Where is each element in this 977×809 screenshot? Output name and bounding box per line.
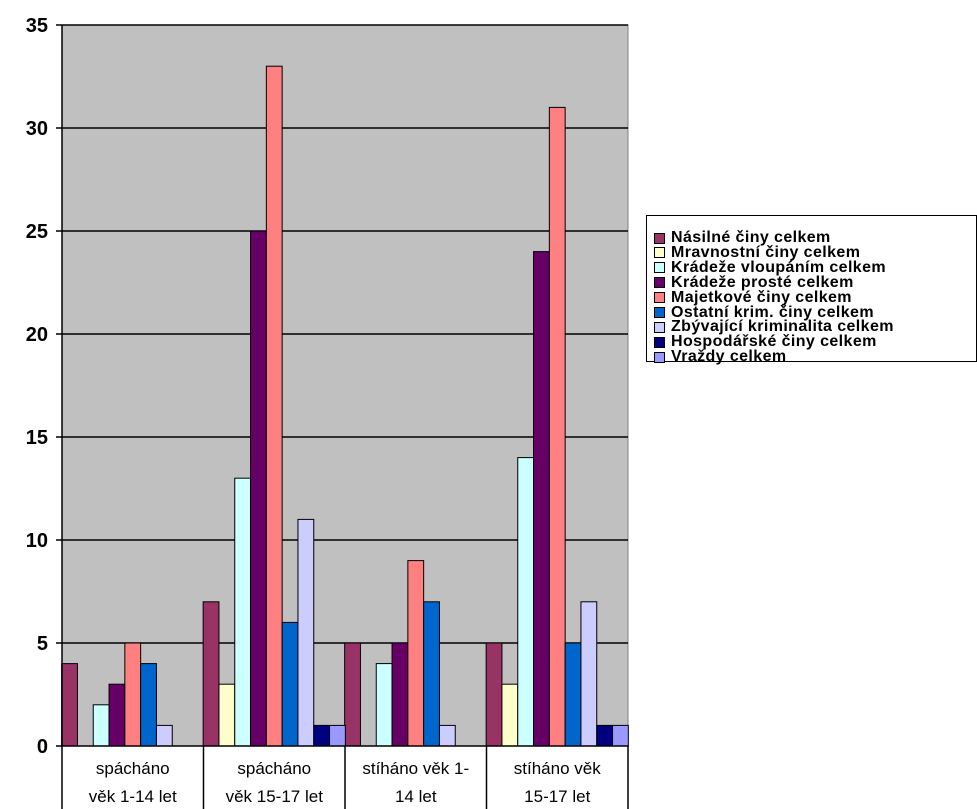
legend-item: Mravnostní činy celkem [654,243,860,263]
legend-item: Krádeže vloupáním celkem [654,258,886,278]
legend-swatch [654,307,665,318]
y-tick-label: 0 [37,736,48,758]
bar [423,601,440,747]
legend-item: Vraždy celkem [654,347,787,367]
bar [564,642,582,747]
x-category-label: spácháno [237,759,311,778]
x-category-label: spácháno [96,759,170,778]
bar [533,251,550,747]
bar [344,642,361,747]
bar [517,457,535,747]
bar [485,642,503,747]
bar [218,683,236,747]
bar [92,704,110,747]
legend-swatch [654,321,665,333]
legend-swatch [654,292,665,304]
legend-swatch [654,232,665,244]
legend-item: Krádeže prosté celkem [654,273,854,293]
bar [265,65,283,747]
bar [375,663,393,747]
bar [297,518,315,747]
bars [61,65,629,747]
legend-swatch [654,351,665,363]
legend-label: Krádeže vloupáním celkem [671,258,887,276]
y-tick-label: 35 [26,15,48,37]
legend-label: Krádeže prosté celkem [671,273,854,291]
bar [61,663,78,747]
bar [155,724,173,747]
legend-label: Zbývající kriminalita celkem [671,318,894,336]
bar [329,724,346,747]
bar [501,683,519,747]
bar [124,642,142,747]
x-category-label: věk 1-14 let [89,787,177,806]
legend: Násilné činy celkem Mravnostní činy celke… [646,215,977,365]
bar [234,477,252,747]
bar [250,230,267,747]
y-tick-label: 25 [26,221,48,243]
bar [407,560,425,747]
legend-item: Ostatní krim. činy celkem [654,303,874,323]
legend-swatch [654,262,665,274]
y-tick-label: 30 [26,118,48,140]
legend-label: Vraždy celkem [671,348,787,366]
bar [108,683,126,747]
legend-label: Násilné činy celkem [671,229,831,246]
x-category-label: stíháno věk 1- [362,759,469,778]
bar [548,106,566,747]
bar [596,724,614,747]
legend-item: Zbývající kriminalita celkem [654,317,894,337]
legend-swatch [654,277,665,289]
legend-swatch [654,247,665,259]
y-tick-label: 10 [26,530,48,552]
axes [56,24,629,809]
legend-label: Hospodářské činy celkem [671,333,877,351]
bar [612,724,629,747]
bar [580,601,598,747]
x-category-label: 14 let [395,787,437,806]
y-tick-label: 15 [26,427,48,449]
bar [313,724,331,747]
x-category-label: věk 15-17 let [226,787,324,806]
legend-item: Majetkové činy celkem [654,288,852,308]
x-category-label: 15-17 let [524,787,590,806]
x-category-label: stíháno věk [514,759,601,778]
legend-label: Majetkové činy celkem [671,288,852,306]
legend-swatch [654,336,665,348]
y-tick-label: 5 [37,633,48,655]
y-tick-label: 20 [26,324,48,346]
y-tick-labels: 0 5 10 15 20 25 30 35 [26,15,48,758]
legend-item: Hospodářské činy celkem [654,332,877,352]
bar [438,724,456,747]
legend-label: Ostatní krim. činy celkem [671,303,874,321]
bar [140,663,157,747]
legend-item: Násilné činy celkem [654,228,831,248]
bar [202,601,220,747]
x-category-labels: spácháno věk 1-14 let spácháno věk 15-17 le… [89,759,601,806]
bar [391,642,409,747]
bar [281,621,299,747]
legend-label: Mravnostní činy celkem [671,243,861,261]
